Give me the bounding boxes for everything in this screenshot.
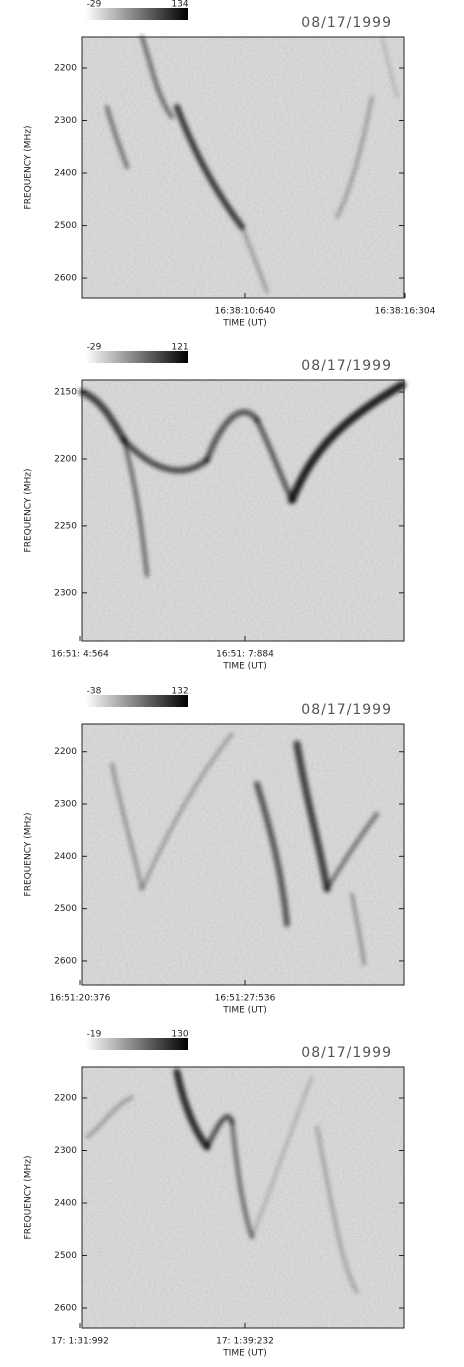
y-axis-label: FREQUENCY (MHz) xyxy=(24,126,34,210)
burst-feature xyxy=(78,388,128,444)
colorbar-max-label: 132 xyxy=(171,687,188,697)
y-axis-label: FREQUENCY (MHz) xyxy=(24,469,34,553)
burst-feature xyxy=(85,1095,134,1139)
y-tick-label: 2200 xyxy=(54,63,77,73)
y-tick-label: 2250 xyxy=(54,521,77,531)
colorbar-min-label: -19 xyxy=(87,1030,102,1040)
burst-feature xyxy=(140,35,174,119)
x-axis-label: TIME (UT) xyxy=(222,662,267,672)
burst-feature xyxy=(240,225,269,294)
y-tick-label: 2500 xyxy=(54,904,77,914)
burst-feature xyxy=(335,95,374,219)
burst-feature xyxy=(204,409,260,463)
burst-feature xyxy=(110,762,144,891)
x-tick-label: 16:38:10:640 xyxy=(215,307,276,317)
colorbar-min-label: -29 xyxy=(87,0,102,10)
y-tick-label: 2400 xyxy=(54,852,77,862)
burst-features xyxy=(78,381,406,577)
y-tick-label: 2400 xyxy=(54,1199,77,1209)
colorbar xyxy=(85,1038,188,1050)
y-tick-label: 2200 xyxy=(54,1093,77,1103)
y-tick-label: 2300 xyxy=(54,588,77,598)
burst-features xyxy=(110,732,379,966)
burst-feature xyxy=(204,1114,235,1150)
burst-feature xyxy=(230,1120,254,1239)
noise-texture xyxy=(82,37,404,298)
y-tick-label: 2300 xyxy=(54,116,77,126)
y-tick-label: 2600 xyxy=(54,274,77,284)
y-tick-label: 2150 xyxy=(54,388,77,398)
y-tick-label: 2200 xyxy=(54,747,77,757)
panel: -19 130 08/17/1999 2200 2300 2400 2500 2600 FREQ… xyxy=(24,1030,405,1359)
x-tick-label: 16:51: 4:564 xyxy=(51,650,109,660)
panel: -38 132 08/17/1999 2200 2300 2400 2500 2600 FREQ… xyxy=(24,687,405,1016)
colorbar-min-label: -38 xyxy=(87,687,102,697)
colorbar-max-label: 121 xyxy=(171,343,188,353)
colorbar xyxy=(85,351,188,363)
x-tick-label: 16:51:27:536 xyxy=(215,994,276,1004)
y-tick-label: 2200 xyxy=(54,454,77,464)
plot-frame xyxy=(81,723,405,986)
y-tick-label: 2400 xyxy=(54,169,77,179)
date: 08/17/1999 xyxy=(301,1045,392,1061)
panel: -29 134 08/17/1999 2200 2300 2400 2500 2600 FREQ… xyxy=(24,0,436,329)
colorbar-max-label: 130 xyxy=(171,1030,188,1040)
x-axis-label: TIME (UT) xyxy=(222,1006,267,1016)
x-tick-label: 16:51: 7:884 xyxy=(216,650,274,660)
burst-feature xyxy=(121,437,210,474)
y-tick-label: 2300 xyxy=(54,1146,77,1156)
burst-features xyxy=(85,1068,359,1294)
colorbar-min-label: -29 xyxy=(87,343,102,353)
x-tick-label: 16:38:16:304 xyxy=(375,307,436,317)
burst-feature xyxy=(350,892,366,966)
burst-feature xyxy=(325,812,379,891)
burst-feature xyxy=(288,381,406,504)
burst-feature xyxy=(254,417,295,503)
burst-feature xyxy=(105,105,129,169)
y-axis-label: FREQUENCY (MHz) xyxy=(24,813,34,897)
date: 08/17/1999 xyxy=(301,15,392,31)
colorbar xyxy=(85,8,188,20)
y-tick-label: 2300 xyxy=(54,800,77,810)
burst-feature xyxy=(251,1076,313,1238)
plot-frame xyxy=(81,36,405,299)
x-tick-label: 17: 1:39:232 xyxy=(216,1337,274,1347)
y-tick-label: 2500 xyxy=(54,1251,77,1261)
date: 08/17/1999 xyxy=(301,358,392,374)
burst-feature xyxy=(381,36,398,98)
x-axis-label: TIME (UT) xyxy=(222,319,267,329)
burst-feature xyxy=(293,740,331,893)
plot-frame xyxy=(81,379,405,642)
colorbar-max-label: 134 xyxy=(171,0,188,10)
y-tick-label: 2600 xyxy=(54,956,77,966)
y-tick-label: 2600 xyxy=(54,1304,77,1314)
burst-feature xyxy=(122,438,149,577)
burst-feature xyxy=(140,732,234,891)
x-tick-label: 16:51:20:376 xyxy=(50,994,111,1004)
burst-features xyxy=(105,35,398,294)
colorbar xyxy=(85,695,188,707)
y-tick-label: 2500 xyxy=(54,221,77,231)
burst-feature xyxy=(254,781,290,927)
noise-texture xyxy=(82,724,404,985)
x-axis-label: TIME (UT) xyxy=(222,1349,267,1359)
burst-feature xyxy=(173,1068,211,1151)
burst-feature xyxy=(174,104,245,230)
panel: -29 121 08/17/1999 2150 2200 2250 2300 FREQUENC… xyxy=(24,343,406,672)
burst-feature xyxy=(315,1125,359,1294)
date: 08/17/1999 xyxy=(301,702,392,718)
plot-frame xyxy=(81,1066,405,1329)
y-axis-label: FREQUENCY (MHz) xyxy=(24,1156,34,1240)
x-tick-label: 17: 1:31:992 xyxy=(51,1337,109,1347)
